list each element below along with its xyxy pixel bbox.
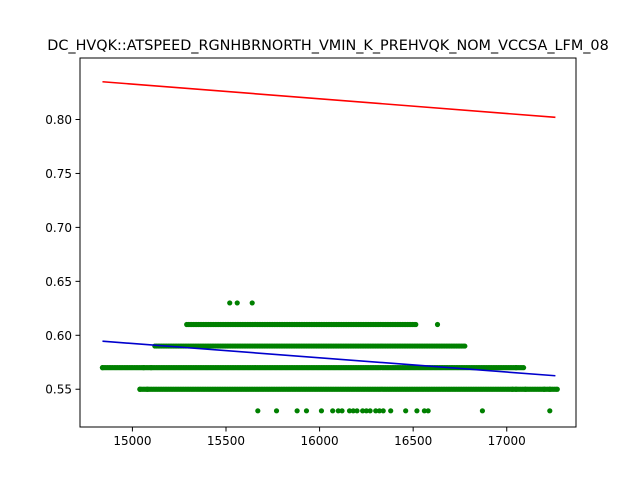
- data-point: [99, 365, 106, 371]
- data-point: [462, 343, 468, 349]
- data-point: [234, 300, 240, 306]
- data-point: [541, 386, 547, 392]
- data-point: [148, 365, 154, 371]
- y-tick-label: 0.80: [45, 113, 72, 127]
- x-tick-label: 15500: [207, 434, 245, 448]
- data-point: [522, 386, 529, 392]
- data-point: [294, 408, 300, 414]
- data-point: [509, 386, 515, 392]
- data-point: [360, 408, 366, 414]
- x-tick-label: 16000: [300, 434, 338, 448]
- data-point: [388, 408, 394, 414]
- data-point: [346, 408, 353, 414]
- lower-trend-line: [102, 340, 556, 377]
- data-point: [479, 408, 486, 414]
- x-tick-label: 16500: [394, 434, 432, 448]
- data-point: [354, 408, 360, 414]
- y-tick-label: 0.55: [45, 383, 72, 397]
- data-point: [373, 408, 379, 414]
- data-point: [376, 408, 383, 414]
- data-point: [554, 386, 560, 392]
- data-point: [318, 408, 325, 414]
- data-point: [513, 365, 519, 371]
- x-tick-label: 15000: [113, 434, 151, 448]
- x-axis: 15000 15500 16000 16500 17000: [113, 427, 526, 448]
- data-point: [335, 408, 341, 414]
- y-tick-label: 0.65: [45, 275, 72, 289]
- data-point: [363, 408, 369, 414]
- data-point: [137, 386, 143, 392]
- data-point: [273, 408, 280, 414]
- data-point: [303, 408, 310, 414]
- data-point: [520, 365, 527, 371]
- data-point: [513, 386, 519, 392]
- data-point: [144, 386, 150, 392]
- data-point: [367, 408, 373, 414]
- data-point: [425, 408, 431, 414]
- data-point: [339, 408, 345, 414]
- y-tick-label: 0.75: [45, 167, 72, 181]
- data-point: [249, 300, 255, 306]
- points-layer: [99, 300, 560, 414]
- data-point: [350, 408, 356, 414]
- lines-layer: [102, 80, 556, 377]
- y-tick-label: 0.60: [45, 329, 72, 343]
- data-point: [227, 300, 233, 306]
- data-point: [421, 408, 427, 414]
- data-point: [434, 321, 441, 328]
- y-tick-label: 0.70: [45, 221, 72, 235]
- data-point: [547, 408, 553, 414]
- plot-frame: [79, 57, 577, 428]
- data-point: [547, 386, 553, 392]
- data-point: [141, 365, 147, 371]
- x-tick-label: 17000: [488, 434, 526, 448]
- upper-trend-line: [102, 80, 556, 119]
- data-point: [380, 408, 386, 414]
- data-point: [330, 408, 336, 414]
- data-point: [414, 408, 420, 414]
- data-point: [413, 321, 419, 328]
- y-axis: 0.55 0.60 0.65 0.70 0.75 0.80: [45, 113, 80, 397]
- data-point: [403, 408, 409, 414]
- chart-title: DC_HVQK::ATSPEED_RGNHBRNORTH_VMIN_K_PREH…: [47, 38, 609, 54]
- data-point: [255, 408, 261, 414]
